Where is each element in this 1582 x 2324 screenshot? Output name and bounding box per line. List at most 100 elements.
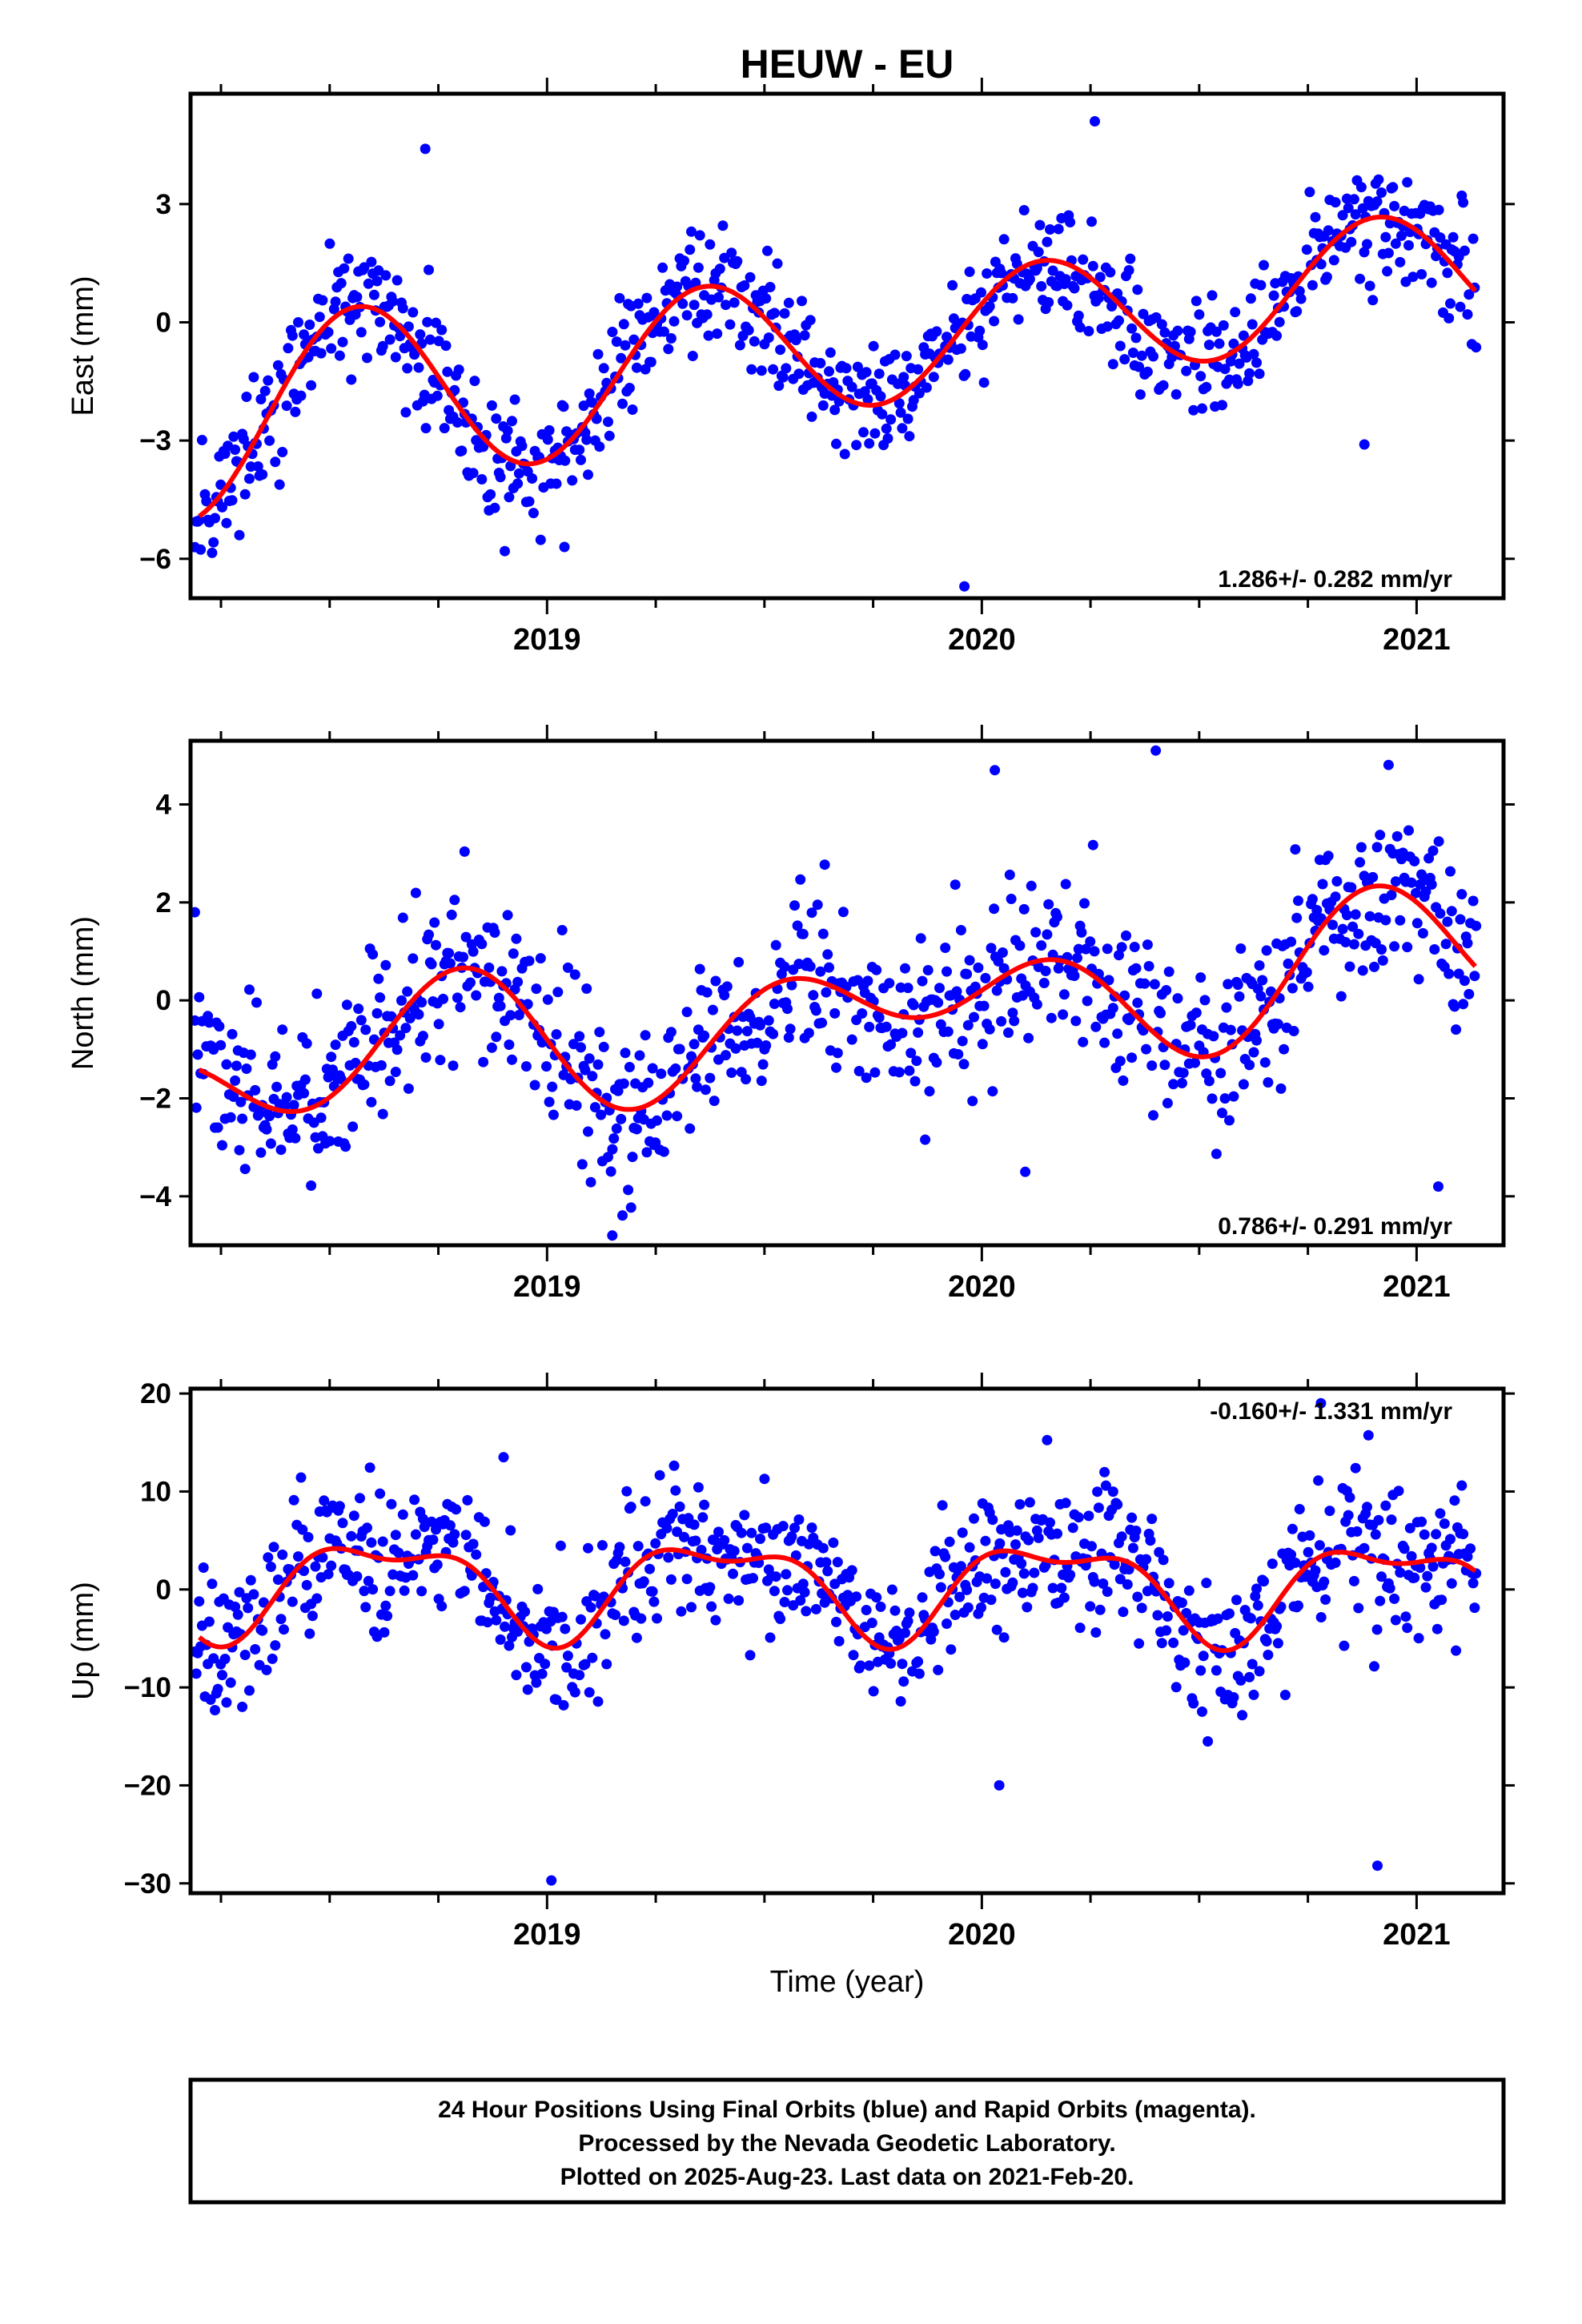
east-data-point: [420, 423, 432, 434]
north-data-point: [438, 993, 448, 1004]
east-data-point: [862, 394, 873, 405]
up-ytick-label: 20: [140, 1378, 171, 1409]
up-data-point: [380, 1600, 391, 1611]
north-data-point: [962, 968, 973, 979]
east-ytick-label: −6: [139, 544, 171, 575]
north-data-point: [1085, 936, 1096, 947]
up-data-point: [1127, 1542, 1138, 1554]
up-data-point: [471, 1549, 482, 1560]
north-data-point: [1369, 961, 1379, 972]
north-data-point: [1030, 927, 1042, 938]
north-data-point: [1411, 918, 1423, 929]
east-data-point: [641, 292, 652, 304]
up-data-point: [210, 1705, 220, 1715]
east-data-point: [1087, 260, 1098, 271]
east-data-point: [431, 317, 441, 328]
up-data-point: [1431, 1529, 1442, 1540]
up-data-point: [390, 1530, 401, 1541]
north-data-point: [1340, 937, 1351, 947]
east-data-point: [1181, 365, 1192, 376]
east-data-point: [512, 478, 524, 489]
up-data-point: [728, 1568, 738, 1579]
up-xtick-label: 2020: [948, 1918, 1016, 1952]
east-data-point: [679, 255, 689, 267]
north-data-point: [757, 1059, 769, 1070]
north-data-point: [755, 1019, 765, 1031]
north-data-point: [476, 939, 488, 950]
east-data-point: [745, 271, 756, 283]
up-data-point: [287, 1596, 298, 1607]
east-data-point: [1343, 203, 1354, 214]
north-data-point: [681, 1007, 693, 1018]
east-data-point: [611, 336, 622, 348]
up-data-point: [1163, 1578, 1174, 1589]
north-data-point: [686, 1051, 697, 1062]
east-data-point: [705, 239, 716, 250]
north-data-point: [1406, 877, 1417, 888]
north-data-point: [618, 1078, 629, 1089]
east-data-point: [1060, 274, 1071, 285]
up-data-point: [1010, 1539, 1021, 1550]
up-data-point: [1023, 1534, 1034, 1546]
east-data-point: [1074, 322, 1086, 333]
east-data-point: [351, 292, 363, 303]
east-data-point: [1132, 284, 1143, 296]
east-data-point: [1170, 389, 1182, 400]
up-data-point: [810, 1603, 821, 1614]
north-data-point: [1257, 975, 1268, 986]
up-data-point: [891, 1626, 902, 1636]
east-data-point: [921, 382, 932, 393]
up-data-point: [775, 1614, 786, 1624]
east-data-point: [1172, 325, 1183, 336]
east-data-point: [885, 414, 897, 425]
north-data-point: [817, 1017, 828, 1028]
north-data-point: [853, 1066, 865, 1076]
east-data-point: [210, 513, 220, 524]
east-data-point: [689, 300, 700, 311]
east-data-point: [1127, 348, 1138, 358]
north-data-point: [375, 992, 386, 1003]
north-data-point: [465, 977, 476, 988]
east-data-point: [270, 456, 281, 468]
east-data-point: [339, 263, 350, 274]
up-data-point: [710, 1614, 721, 1626]
up-data-point: [821, 1557, 832, 1568]
north-data-point: [1330, 891, 1341, 903]
up-data-point: [1339, 1640, 1350, 1651]
east-y-axis-label: East (mm): [66, 275, 100, 416]
north-data-point: [900, 963, 910, 974]
east-data-point: [343, 253, 354, 264]
north-xtick-label: 2020: [948, 1270, 1016, 1304]
north-data-point: [377, 1108, 388, 1120]
east-data-point: [524, 496, 535, 507]
up-data-point: [583, 1542, 593, 1554]
north-data-point: [1311, 905, 1323, 915]
east-data-point: [1234, 358, 1245, 369]
up-data-point: [1271, 1621, 1283, 1632]
east-data-point: [603, 416, 613, 428]
north-data-point: [1195, 972, 1207, 983]
east-data-point: [504, 492, 515, 503]
up-data-point: [786, 1531, 797, 1542]
up-data-point: [1313, 1475, 1324, 1486]
up-data-point: [946, 1644, 957, 1655]
up-data-point: [799, 1586, 810, 1598]
up-data-point: [208, 1653, 219, 1664]
north-data-point: [1331, 876, 1343, 887]
up-data-point: [459, 1586, 470, 1597]
north-data-point: [1323, 850, 1334, 862]
north-data-point: [1341, 910, 1352, 921]
north-data-point: [1178, 1068, 1189, 1079]
up-data-point: [449, 1529, 460, 1540]
east-data-point: [614, 292, 625, 304]
east-data-point: [901, 351, 912, 362]
up-data-point: [198, 1562, 209, 1573]
north-data-point: [933, 997, 944, 1008]
up-data-point: [980, 1535, 991, 1546]
east-data-point: [1114, 315, 1124, 326]
up-data-point: [1439, 1518, 1450, 1530]
up-data-point: [955, 1561, 966, 1572]
up-data-point: [263, 1552, 274, 1563]
north-data-point: [1442, 916, 1453, 927]
east-data-point: [658, 326, 669, 337]
